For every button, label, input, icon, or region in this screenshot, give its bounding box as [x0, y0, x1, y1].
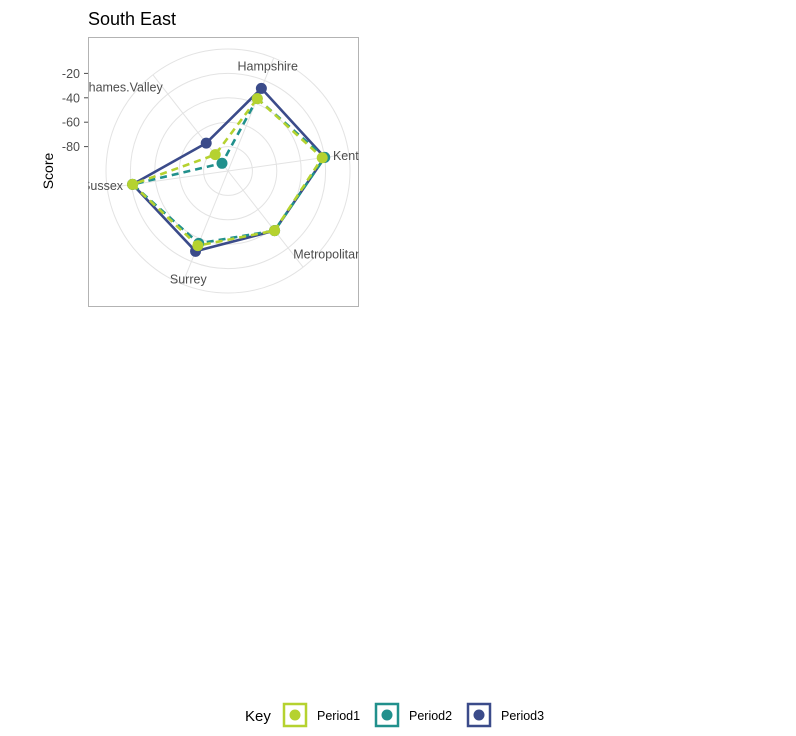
grid-circle [203, 146, 253, 196]
legend-key [282, 702, 308, 728]
legend-key [466, 702, 492, 728]
legend-marker [473, 709, 485, 721]
data-point [316, 152, 328, 164]
grid-spoke [227, 153, 349, 172]
y-tick-label: -40 [62, 91, 80, 105]
series-group [127, 82, 331, 257]
legend: Key Period1 Period2 Period3 [245, 702, 544, 728]
category-label: Thames.Valley [81, 80, 163, 94]
category-label: Hampshire [237, 60, 297, 74]
panel-border [88, 37, 359, 307]
legend-label: Period3 [501, 709, 544, 723]
data-point [127, 178, 139, 190]
grid-circle [129, 72, 327, 270]
data-point [192, 240, 204, 252]
data-point [251, 93, 263, 105]
legend-marker [289, 709, 301, 721]
category-label: Sussex [82, 179, 124, 193]
category-label: Kent [333, 149, 359, 163]
data-point [216, 157, 228, 169]
y-tick-label: -20 [62, 67, 80, 81]
series-Period1 [127, 93, 328, 252]
data-point [209, 149, 221, 161]
data-point [269, 225, 281, 237]
legend-label: Period1 [317, 709, 360, 723]
data-point [200, 137, 212, 149]
grid-spoke [107, 170, 229, 189]
legend-marker [381, 709, 393, 721]
category-label: Surrey [170, 272, 208, 286]
grid-spoke [227, 170, 304, 268]
y-axis-label: Score [40, 153, 56, 190]
chart-title: South East [88, 9, 176, 29]
category-labels: Hampshire Kent Metropolitan.Police Surrey Su… [81, 60, 399, 287]
legend-key [374, 702, 400, 728]
grid-circle [105, 48, 351, 294]
y-tick-label: -60 [62, 116, 80, 130]
y-tick-label: -80 [62, 140, 80, 154]
data-point [255, 82, 267, 94]
grid-spoke [227, 57, 275, 172]
legend-label: Period2 [409, 709, 452, 723]
legend-title: Key [245, 708, 271, 725]
y-axis-ticks: -20 -40 -60 -80 [62, 67, 88, 154]
grid-spoke [181, 170, 229, 285]
category-label: Metropolitan.Police [293, 248, 399, 262]
